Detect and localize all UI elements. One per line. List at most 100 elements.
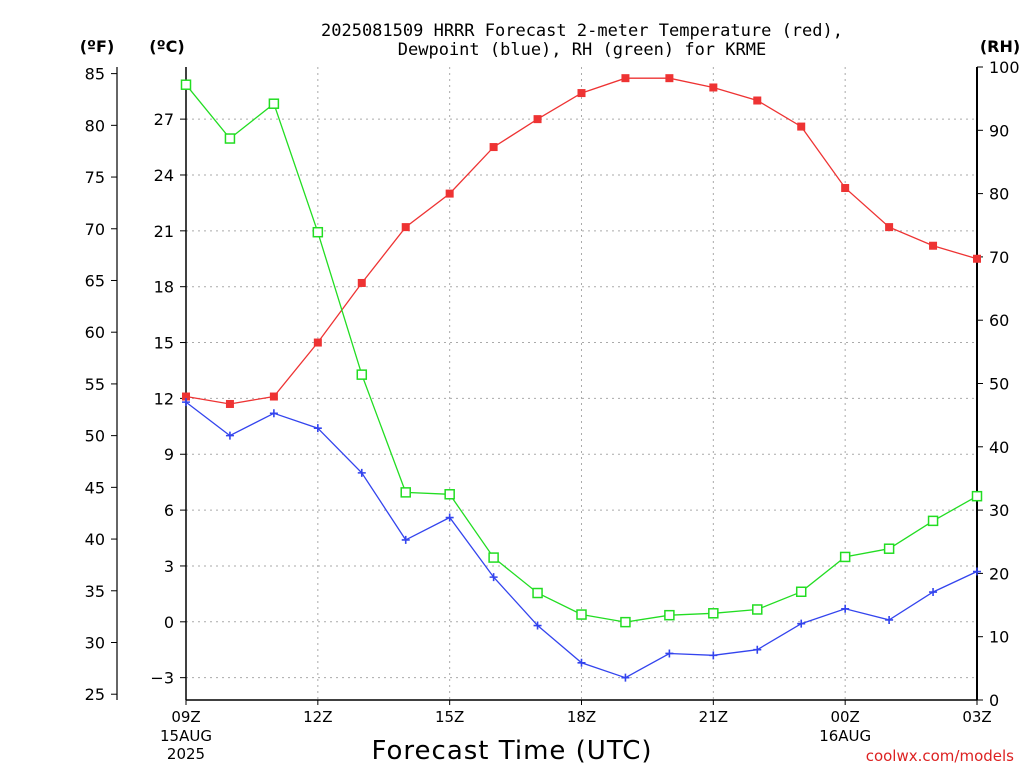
fahrenheit-tick-label: 55 bbox=[85, 375, 105, 394]
fahrenheit-tick-label: 60 bbox=[85, 323, 105, 342]
rh-tick-label: 70 bbox=[989, 248, 1009, 267]
temperature-point bbox=[269, 392, 278, 401]
x-tick-label: 21Z bbox=[699, 708, 728, 726]
rh-point bbox=[268, 98, 280, 109]
rh-tick-label: 60 bbox=[989, 311, 1009, 330]
credit-text: coolwx.com/models bbox=[866, 747, 1014, 765]
dewpoint-point bbox=[269, 409, 278, 418]
x-tick-label: 09Z bbox=[171, 708, 200, 726]
grid-lines bbox=[186, 67, 977, 700]
rh-unit-label: (RH) bbox=[980, 37, 1020, 56]
dewpoint-line bbox=[185, 401, 978, 679]
chart-title-line1: 2025081509 HRRR Forecast 2-meter Tempera… bbox=[321, 21, 843, 41]
rh-tick-label: 20 bbox=[989, 564, 1009, 583]
dewpoint-point bbox=[401, 535, 410, 544]
rh-point bbox=[312, 226, 324, 238]
dewpoint-point bbox=[841, 604, 850, 613]
temperature-point bbox=[401, 223, 410, 232]
rh-point bbox=[444, 489, 455, 500]
dewpoint-point bbox=[709, 651, 718, 660]
temperature-point bbox=[489, 143, 498, 152]
rh-point bbox=[488, 552, 499, 563]
temperature-point bbox=[929, 241, 938, 250]
temperature-point bbox=[621, 74, 630, 83]
temperature-point bbox=[753, 96, 762, 105]
rh-point bbox=[356, 369, 368, 380]
rh-tick-label: 30 bbox=[989, 501, 1009, 520]
rh-point bbox=[576, 609, 587, 620]
x-tick-label: 18Z bbox=[567, 708, 596, 726]
temperature-point bbox=[445, 189, 454, 198]
temperature-point bbox=[841, 184, 850, 193]
celsius-tick-label: 12 bbox=[154, 389, 174, 408]
rh-point bbox=[180, 79, 192, 90]
temperature-point bbox=[665, 74, 674, 83]
x-tick-label: 00Z bbox=[830, 708, 859, 726]
rh-tick-label: 100 bbox=[989, 58, 1020, 77]
temperature-point bbox=[357, 278, 366, 287]
fahrenheit-tick-label: 40 bbox=[85, 530, 105, 549]
temperature-point bbox=[182, 392, 190, 401]
rh-point bbox=[971, 490, 983, 502]
dewpoint-point bbox=[357, 468, 366, 477]
dewpoint-point bbox=[489, 573, 498, 582]
celsius-unit-label: (ºC) bbox=[149, 37, 184, 56]
fahrenheit-unit-label: (ºF) bbox=[80, 37, 115, 56]
fahrenheit-tick-label: 35 bbox=[85, 582, 105, 601]
celsius-tick-label: 15 bbox=[154, 334, 174, 353]
temperature-point bbox=[973, 254, 981, 263]
rh-point bbox=[883, 543, 895, 554]
rh-tick-label: 50 bbox=[989, 375, 1009, 394]
rh-point bbox=[708, 608, 719, 619]
rh-point bbox=[752, 604, 763, 615]
celsius-tick-label: 3 bbox=[164, 557, 174, 576]
dewpoint-point bbox=[665, 649, 674, 658]
x-tick-year-label: 2025 bbox=[167, 745, 205, 763]
rh-point bbox=[795, 586, 807, 598]
celsius-tick-label: 27 bbox=[154, 110, 174, 129]
chart-title-line2: Dewpoint (blue), RH (green) for KRME bbox=[398, 40, 766, 60]
fahrenheit-tick-label: 50 bbox=[85, 427, 105, 446]
rh-tick-label: 80 bbox=[989, 185, 1009, 204]
fahrenheit-tick-label: 25 bbox=[85, 685, 105, 704]
rh-tick-label: 40 bbox=[989, 438, 1009, 457]
x-tick-date-label: 16AUG bbox=[819, 727, 871, 745]
rh-point bbox=[927, 515, 939, 527]
rh-point bbox=[400, 487, 411, 498]
rh-tick-label: 90 bbox=[989, 121, 1009, 140]
rh-point bbox=[224, 133, 236, 144]
rh-point bbox=[620, 616, 631, 628]
temperature-point bbox=[709, 83, 718, 92]
fahrenheit-tick-label: 30 bbox=[85, 633, 105, 652]
fahrenheit-tick-label: 70 bbox=[85, 220, 105, 239]
x-tick-label: 15Z bbox=[435, 708, 464, 726]
dewpoint-point bbox=[621, 673, 630, 682]
rh-point bbox=[532, 587, 543, 599]
x-axis-title: Forecast Time (UTC) bbox=[371, 736, 652, 766]
temperature-point bbox=[225, 399, 234, 408]
rh-tick-label: 10 bbox=[989, 628, 1009, 647]
celsius-tick-label: 0 bbox=[164, 613, 174, 632]
celsius-tick-label: 24 bbox=[154, 166, 174, 185]
temperature-point bbox=[797, 122, 806, 131]
rh-point bbox=[839, 551, 851, 563]
fahrenheit-tick-label: 45 bbox=[85, 478, 105, 497]
dewpoint-point bbox=[577, 658, 586, 667]
rh-tick-label: 0 bbox=[989, 691, 999, 710]
x-tick-date-label: 15AUG bbox=[160, 727, 212, 745]
dewpoint-point bbox=[885, 615, 894, 624]
x-tick-label: 03Z bbox=[962, 708, 991, 726]
celsius-tick-label: −3 bbox=[150, 669, 174, 688]
temperature-point bbox=[577, 89, 586, 98]
fahrenheit-tick-label: 85 bbox=[85, 65, 105, 84]
dewpoint-point bbox=[313, 424, 322, 433]
celsius-tick-label: 9 bbox=[164, 445, 174, 464]
celsius-tick-label: 6 bbox=[164, 501, 174, 520]
celsius-tick-label: 21 bbox=[154, 222, 174, 241]
celsius-tick-label: 18 bbox=[154, 278, 174, 297]
x-tick-label: 12Z bbox=[303, 708, 332, 726]
temperature-point bbox=[533, 115, 542, 124]
temperature-point bbox=[313, 338, 322, 347]
